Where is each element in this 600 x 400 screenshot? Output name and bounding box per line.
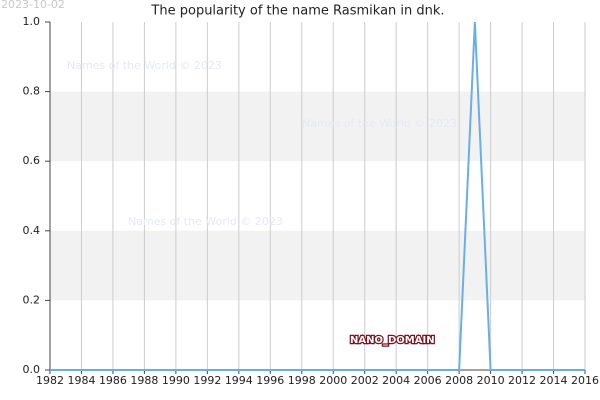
bands [50,91,585,301]
x-tick-label: 2000 [319,374,347,387]
x-tick-label: 2006 [414,374,442,387]
x-tick-label: 2010 [477,374,505,387]
watermark: Names of the World © 2023 [67,59,222,72]
x-tick-label: 2008 [445,374,473,387]
x-tick-label: 1996 [256,374,284,387]
x-tick-label: 2016 [571,374,599,387]
y-tick-label: 1.0 [23,15,41,28]
band [50,91,585,162]
x-tick-label: 2002 [351,374,379,387]
x-tick-label: 1988 [130,374,158,387]
x-tick-label: 1986 [99,374,127,387]
y-tick-label: 0.8 [23,85,41,98]
line [50,21,585,371]
grid [49,22,586,370]
y-tick-label: 0.0 [23,363,41,376]
x-tick-label: 2014 [540,374,568,387]
domain-label: NANO_DOMAIN [350,335,435,346]
x-tick-label: 2012 [508,374,536,387]
date-stamp: 2023-10-02 [1,0,65,11]
x-tick-label: 1982 [36,374,64,387]
x-tick-label: 1992 [193,374,221,387]
watermark: Names of the World © 2023 [302,117,457,130]
y-tick-label: 0.6 [23,154,41,167]
x-tick-label: 1984 [67,374,95,387]
band [50,230,585,301]
x-tick-label: 1994 [225,374,253,387]
x-tick-label: 1998 [288,374,316,387]
watermark: Names of the World © 2023 [128,215,283,228]
y-tick-label: 0.4 [23,224,41,237]
chart-title: The popularity of the name Rasmikan in d… [150,4,444,19]
y-tick-label: 0.2 [23,293,41,306]
x-tick-label: 2004 [382,374,410,387]
x-tick-label: 1990 [162,374,190,387]
